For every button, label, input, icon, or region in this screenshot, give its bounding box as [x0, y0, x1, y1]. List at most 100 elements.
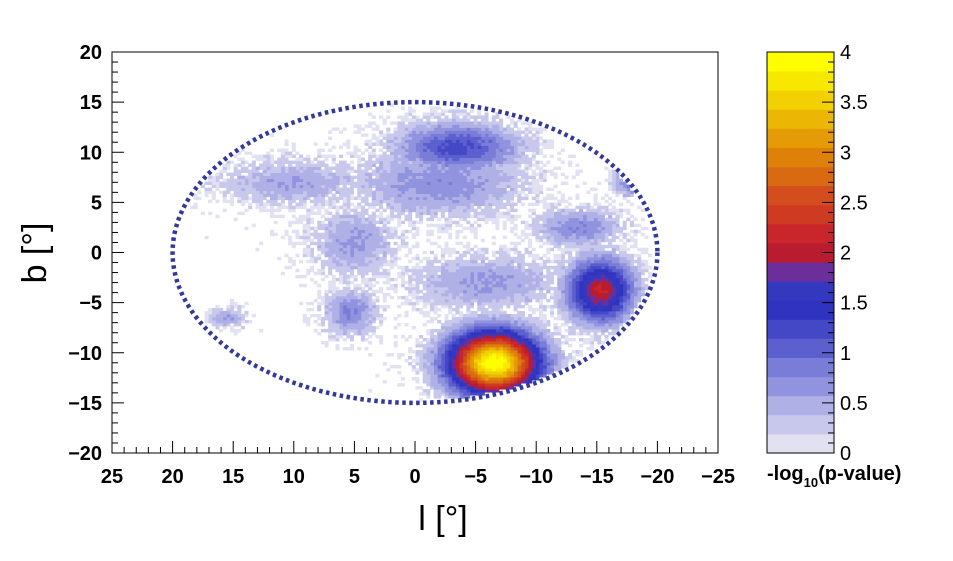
heatmap-cell	[506, 332, 511, 336]
heatmap-cell	[469, 371, 474, 375]
heatmap-cell	[484, 205, 489, 210]
heatmap-cell	[546, 145, 551, 149]
heatmap-cell	[368, 341, 373, 345]
heatmap-cell	[539, 319, 544, 324]
heatmap-cell	[357, 313, 362, 318]
heatmap-cell	[426, 295, 431, 300]
heatmap-cell	[466, 268, 471, 273]
heatmap-cell	[597, 338, 602, 342]
heatmap-cell	[586, 226, 591, 231]
heatmap-cell	[437, 121, 442, 125]
heatmap-cell	[408, 121, 413, 125]
heatmap-cell	[564, 247, 569, 252]
heatmap-cell	[528, 368, 533, 372]
heatmap-cell	[444, 118, 449, 122]
heatmap-cell	[615, 244, 620, 249]
heatmap-cell	[608, 283, 613, 288]
heatmap-cell	[411, 301, 416, 306]
heatmap-cell	[564, 229, 569, 234]
heatmap-cell	[433, 353, 438, 357]
heatmap-cell	[371, 256, 376, 261]
heatmap-cell	[608, 295, 613, 300]
heatmap-cell	[480, 389, 485, 393]
heatmap-cell	[404, 142, 409, 146]
heatmap-cell	[368, 286, 373, 291]
heatmap-cell	[469, 304, 474, 309]
heatmap-cell	[437, 136, 442, 140]
heatmap-cell	[597, 316, 602, 321]
heatmap-cell	[408, 283, 413, 288]
heatmap-cell	[517, 154, 522, 158]
heatmap-cell	[357, 319, 362, 324]
heatmap-cell	[444, 359, 449, 363]
heatmap-cell	[597, 208, 602, 213]
heatmap-cell	[593, 280, 598, 285]
heatmap-cell	[513, 166, 518, 170]
heatmap-cell	[411, 118, 416, 122]
heatmap-cell	[455, 383, 460, 387]
heatmap-cell	[626, 253, 631, 258]
heatmap-cell	[444, 371, 449, 375]
heatmap-cell	[495, 226, 500, 231]
heatmap-cell	[549, 265, 554, 270]
heatmap-cell	[499, 338, 504, 342]
heatmap-cell	[520, 328, 525, 333]
heatmap-cell	[640, 232, 645, 237]
heatmap-cell	[626, 262, 631, 267]
heatmap-cell	[568, 244, 573, 249]
heatmap-cell	[437, 259, 442, 264]
heatmap-cell	[459, 265, 464, 270]
heatmap-cell	[451, 374, 456, 378]
heatmap-cell	[437, 127, 442, 131]
heatmap-cell	[397, 371, 402, 375]
heatmap-cell	[400, 115, 405, 119]
heatmap-cell	[480, 199, 485, 204]
heatmap-cell	[444, 350, 449, 354]
heatmap-cell	[582, 322, 587, 327]
heatmap-cell	[462, 160, 467, 164]
heatmap-cell	[408, 106, 413, 110]
heatmap-cell	[488, 389, 493, 393]
heatmap-cell	[546, 139, 551, 143]
heatmap-cell	[375, 310, 380, 315]
heatmap-cell	[404, 208, 409, 213]
heatmap-cell	[611, 262, 616, 267]
heatmap-cell	[502, 374, 507, 378]
heatmap-cell	[593, 259, 598, 264]
heatmap-cell	[375, 325, 380, 330]
heatmap-cell	[477, 109, 482, 113]
heatmap-cell	[375, 298, 380, 303]
heatmap-cell	[437, 133, 442, 137]
heatmap-cell	[419, 130, 424, 134]
heatmap-cell	[415, 214, 420, 219]
heatmap-cell	[488, 202, 493, 207]
heatmap-cell	[429, 127, 434, 131]
heatmap-cell	[629, 202, 634, 207]
heatmap-cell	[364, 241, 369, 246]
heatmap-cell	[349, 335, 354, 339]
heatmap-cell	[368, 151, 373, 155]
heatmap-cell	[499, 277, 504, 282]
heatmap-cell	[597, 328, 602, 333]
heatmap-cell	[415, 229, 420, 234]
heatmap-cell	[473, 208, 478, 213]
heatmap-cell	[408, 223, 413, 228]
heatmap-cell	[528, 232, 533, 237]
heatmap-cell	[400, 377, 405, 381]
heatmap-cell	[560, 226, 565, 231]
heatmap-cell	[568, 277, 573, 282]
heatmap-cell	[604, 286, 609, 291]
heatmap-cell	[480, 295, 485, 300]
heatmap-cell	[488, 344, 493, 348]
heatmap-cell	[509, 193, 514, 198]
heatmap-cell	[448, 214, 453, 219]
heatmap-cell	[586, 283, 591, 288]
heatmap-cell	[491, 211, 496, 216]
heatmap-cell	[382, 163, 387, 167]
heatmap-cell	[517, 380, 522, 384]
heatmap-cell	[568, 356, 573, 360]
heatmap-cell	[444, 313, 449, 318]
heatmap-cell	[484, 163, 489, 167]
heatmap-cell	[349, 151, 354, 155]
heatmap-cell	[579, 344, 584, 348]
